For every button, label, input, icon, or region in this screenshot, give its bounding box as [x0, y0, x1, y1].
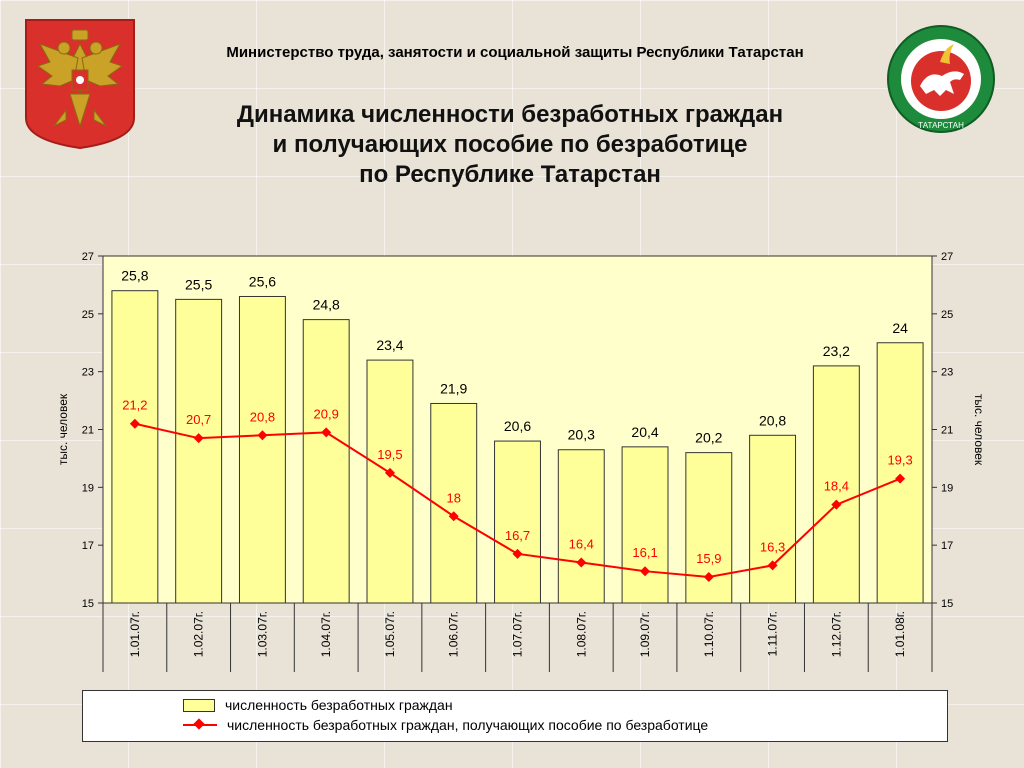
line-value-label: 16,4: [569, 537, 594, 552]
bar: [494, 440, 541, 604]
line-marker: [767, 560, 778, 571]
bar-value-label: 20,6: [504, 418, 531, 434]
line-value-label: 19,3: [887, 453, 912, 468]
bar-value-label: 25,6: [249, 273, 276, 289]
bar: [876, 342, 924, 604]
bar-value-label: 21,9: [440, 380, 467, 396]
line-marker: [321, 427, 332, 438]
bar: [557, 449, 605, 604]
bar-value-label: 23,4: [376, 337, 403, 353]
bar-value-label: 24,8: [313, 297, 340, 313]
y-axis-title-right: тыс. человек: [972, 394, 986, 466]
x-tick-label: 1.08.07г.: [574, 611, 588, 657]
line-value-label: 19,5: [377, 447, 402, 462]
line-marker: [129, 418, 140, 429]
line-marker: [512, 548, 523, 559]
x-tick-label: 1.01.07г.: [128, 611, 142, 657]
y-tick-label-left: 25: [82, 309, 94, 321]
x-tick-label: 1.06.07г.: [447, 611, 461, 657]
bar: [238, 295, 286, 604]
line-value-label: 18,4: [824, 479, 849, 494]
legend-bar-label: численность безработных граждан: [225, 697, 453, 713]
line-value-label: 18: [446, 490, 460, 505]
y-tick-label-right: 17: [941, 540, 953, 552]
legend-item-bars: численность безработных граждан: [183, 695, 453, 715]
x-tick-label: 1.07.07г.: [511, 611, 525, 657]
bar: [430, 402, 478, 604]
line-value-label: 16,1: [632, 545, 657, 560]
line-marker: [895, 473, 906, 484]
line-value-label: 16,3: [760, 539, 785, 554]
tatarstan-coat-of-arms-icon: ТАТАРСТАН: [887, 25, 995, 133]
legend-item-line: численность безработных граждан, получаю…: [183, 715, 708, 735]
bar: [621, 446, 669, 604]
y-tick-label-right: 15: [941, 598, 953, 610]
bar: [366, 359, 414, 604]
line-marker: [576, 557, 587, 568]
bar: [175, 298, 223, 604]
line-marker: [448, 511, 459, 522]
line-marker: [257, 430, 268, 441]
line-value-label: 20,9: [314, 406, 339, 421]
chart-legend: численность безработных граждан численно…: [82, 690, 948, 742]
svg-text:ТАТАРСТАН: ТАТАРСТАН: [918, 121, 964, 130]
ministry-header: Министерство труда, занятости и социальн…: [226, 44, 804, 61]
y-axis-title-left: тыс. человек: [56, 393, 70, 465]
x-tick-label: 1.11.07г.: [766, 611, 780, 656]
bar-value-label: 20,2: [695, 430, 722, 446]
line-value-label: 20,7: [186, 412, 211, 427]
y-tick-label-right: 21: [941, 425, 953, 437]
bar-value-label: 20,4: [631, 424, 658, 440]
bar: [111, 290, 159, 604]
y-tick-label-left: 27: [82, 251, 94, 263]
x-tick-label: 1.09.07г.: [638, 611, 652, 657]
line-marker: [640, 566, 651, 577]
bar-value-label: 25,5: [185, 276, 212, 292]
y-tick-label-left: 17: [82, 540, 94, 552]
page-title: Динамика численности безработных граждан…: [120, 100, 900, 190]
y-tick-label-right: 23: [941, 367, 953, 379]
bar-value-label: 20,8: [759, 412, 786, 428]
bar-value-label: 24: [892, 320, 908, 336]
x-tick-label: 1.03.07г.: [255, 611, 269, 657]
line-marker: [384, 467, 395, 478]
line-marker: [703, 571, 714, 582]
x-tick-label: 1.04.07г.: [319, 611, 333, 657]
y-tick-label-right: 27: [941, 251, 953, 263]
line-value-label: 15,9: [696, 551, 721, 566]
line-marker: [193, 433, 204, 444]
legend-line-swatch: [183, 719, 217, 731]
bar-value-label: 25,8: [121, 268, 148, 284]
x-tick-label: 1.12.07г.: [829, 611, 843, 657]
title-line-2: и получающих пособие по безработице: [272, 131, 748, 158]
bar: [812, 365, 860, 604]
line-value-label: 21,2: [122, 398, 147, 413]
russia-coat-of-arms-icon: [25, 19, 135, 150]
x-tick-label: 1.01.08г.: [893, 611, 907, 657]
x-tick-label: 1.10.07г.: [702, 611, 716, 657]
legend-line-label: численность безработных граждан, получаю…: [227, 717, 709, 733]
legend-bar-swatch: [183, 698, 215, 712]
x-tick-label: 1.02.07г.: [192, 611, 206, 657]
y-tick-label-left: 23: [82, 367, 94, 379]
title-line-1: Динамика численности безработных граждан: [236, 101, 784, 128]
y-tick-label-right: 25: [941, 309, 953, 321]
bar-value-label: 23,2: [823, 343, 850, 359]
y-tick-label-right: 19: [941, 482, 953, 494]
title-line-3: по Республике Татарстан: [359, 161, 661, 188]
y-tick-label-left: 21: [82, 425, 94, 437]
line-value-label: 20,8: [250, 409, 275, 424]
y-tick-label-left: 15: [82, 598, 94, 610]
bar: [302, 319, 350, 604]
bar-value-label: 20,3: [568, 427, 595, 443]
y-tick-label-left: 19: [82, 482, 94, 494]
bar: [749, 434, 797, 604]
x-tick-label: 1.05.07г.: [383, 611, 397, 657]
line-marker: [831, 499, 842, 510]
line-value-label: 16,7: [505, 528, 530, 543]
